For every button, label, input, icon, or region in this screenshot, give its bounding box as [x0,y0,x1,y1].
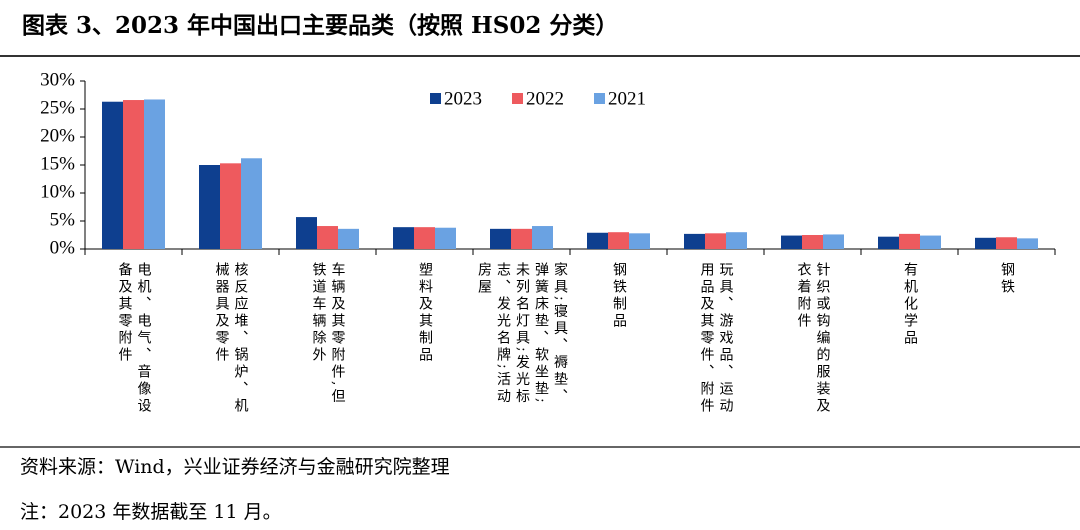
bar [144,99,165,249]
legend-label: 2023 [444,88,482,109]
bar [296,217,317,249]
bar [199,165,220,249]
bar [338,228,359,249]
legend-label: 2022 [526,88,564,109]
y-tick-label: 30% [40,69,75,90]
bar [435,227,456,249]
bar [317,226,338,249]
bar [996,237,1017,249]
bar [220,163,241,249]
bar [123,100,144,249]
bar [532,226,553,249]
legend-swatch [594,93,605,104]
bar [511,228,532,249]
bar [823,234,844,249]
x-tick-label: 钢铁制品 [611,262,627,330]
bar [490,228,511,249]
bar [241,158,262,249]
bar [1017,238,1038,249]
bar [102,101,123,249]
y-tick-label: 0% [50,237,76,258]
bar [684,233,705,249]
x-tick-label: 塑料及其制品 [417,262,433,364]
y-tick-label: 15% [40,153,75,174]
x-tick-label: 有机化学品 [902,262,918,347]
x-tick-label: 车辆及其零附件,但铁道车辆除外 [310,262,346,406]
legend-label: 2021 [608,88,646,109]
bar [920,235,941,249]
legend-swatch [512,93,523,104]
bar [899,233,920,249]
bar [608,232,629,249]
legend-swatch [430,93,441,104]
bar [781,235,802,249]
y-tick-label: 10% [40,181,75,202]
x-tick-label: 家具;寝具、褥垫、弹簧床垫、软坐垫;未列名灯具;发光标志、发光名牌;活动房屋 [476,262,568,406]
x-tick-label: 针织或钩编的服装及衣着附件 [795,262,831,415]
bar [726,232,747,249]
bar [393,227,414,249]
bar [802,235,823,249]
x-tick-label: 核反应堆、锅炉、机械器具及零件 [213,262,249,415]
bar [629,233,650,249]
bar [975,237,996,249]
bar [878,236,899,249]
bar [587,232,608,249]
note: 注：2023 年数据截至 11 月。 [20,501,282,523]
bar [414,227,435,249]
bar [705,233,726,249]
y-tick-label: 5% [50,209,76,230]
source: 资料来源：Wind，兴业证券经济与金融研究院整理 [20,456,450,478]
y-tick-label: 20% [40,125,75,146]
y-tick-label: 25% [40,97,75,118]
chart-title: 图表 3、2023 年中国出口主要品类（按照 HS02 分类） [22,12,618,39]
x-tick-label: 电机、电气、音像设备及其零附件 [116,262,152,415]
x-tick-label: 玩具、游戏品、运动用品及其零件、附件 [698,262,734,415]
x-tick-label: 钢铁 [999,262,1015,296]
